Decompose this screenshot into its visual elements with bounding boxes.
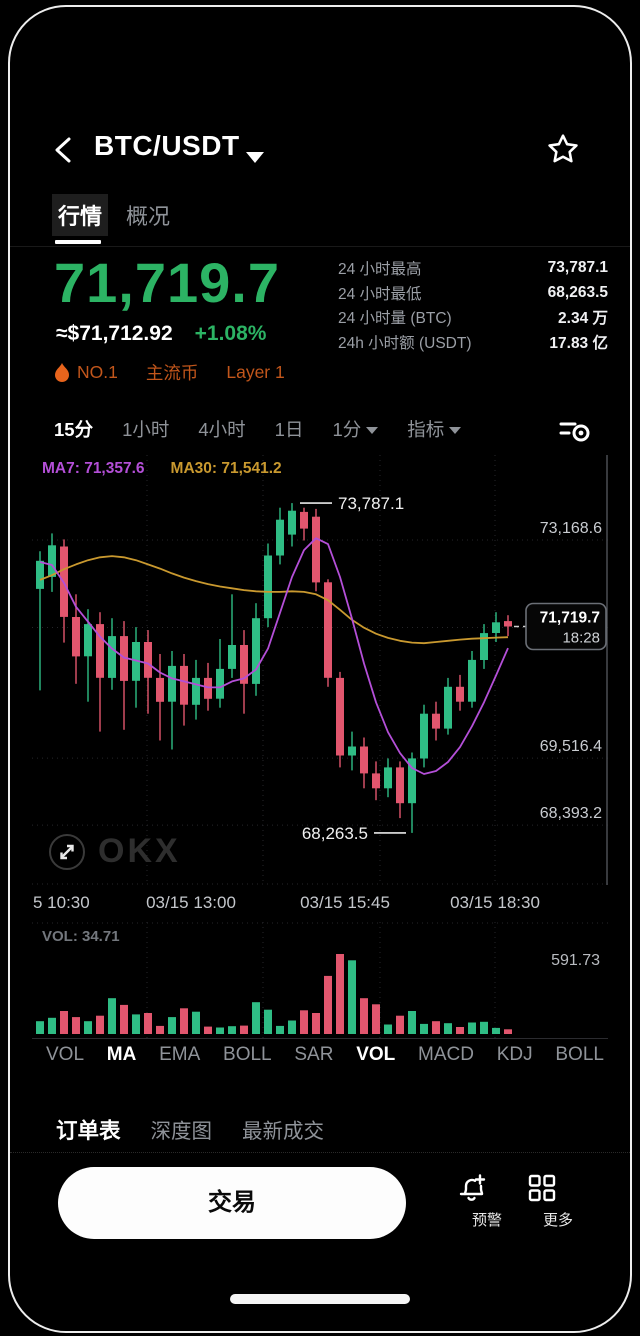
time-axis-label: 5 10:30 <box>33 893 90 912</box>
fiat-price: ≈$71,712.92 <box>56 322 173 345</box>
badge-label: NO.1 <box>77 362 118 382</box>
tab-quotes[interactable]: 行情 <box>52 194 109 236</box>
svg-text:18:28: 18:28 <box>562 630 600 647</box>
volume-axis-label: 591.73 <box>551 952 600 969</box>
badges-row: NO.1 主流币 Layer 1 <box>54 360 285 385</box>
svg-text:71,719.7: 71,719.7 <box>540 610 600 627</box>
indicator-tab-macd[interactable]: MACD <box>418 1044 474 1065</box>
badge-label: 主流币 <box>145 363 199 383</box>
indicator-tab-ma[interactable]: MA <box>106 1044 137 1065</box>
stat-value: 17.83 亿 <box>549 334 608 352</box>
timeframe-bar: 15分 1小时 4小时 1日 1分 指标 <box>54 416 462 442</box>
time-axis-label: 03/15 13:00 <box>146 893 236 912</box>
timeframe-4小时[interactable]: 4小时 <box>198 419 246 440</box>
svg-text:73,168.6: 73,168.6 <box>540 520 602 537</box>
back-button[interactable] <box>50 136 76 164</box>
indicator-tab-ema[interactable]: EMA <box>159 1044 201 1065</box>
timeframe-1日[interactable]: 1日 <box>274 419 304 440</box>
stat-label: 24 小时量 (BTC) <box>338 310 452 328</box>
favorite-star-icon[interactable] <box>546 132 580 166</box>
badge-label: Layer 1 <box>226 362 285 382</box>
stat-label: 24h 小时额 (USDT) <box>338 334 472 352</box>
time-axis: 5 10:30 03/15 13:00 03/15 15:45 03/15 18:30 <box>32 893 608 915</box>
pair-title[interactable]: BTC/USDT <box>94 130 240 161</box>
indicator-tab-boll[interactable]: BOLL <box>555 1044 604 1065</box>
alert-action[interactable]: 预警 <box>455 1172 519 1230</box>
ma30-legend: MA30: 71,541.2 <box>170 460 282 477</box>
ma-legend: MA7: 71,357.6 MA30: 71,541.2 <box>42 460 282 478</box>
stat-value: 68,263.5 <box>547 283 608 301</box>
okx-watermark: OKX <box>48 832 181 871</box>
bottom-tab[interactable]: 订单表 <box>56 1119 121 1143</box>
okx-logo-text: OKX <box>98 832 181 870</box>
flame-icon <box>54 362 70 383</box>
fiat-price-row: ≈$71,712.92 +1.08% <box>56 322 266 346</box>
bottom-tab-bar: 订单表 深度图 最新成交 <box>56 1114 324 1145</box>
time-axis-label: 03/15 15:45 <box>300 893 390 912</box>
stat-label: 24 小时最低 <box>338 285 422 303</box>
bottom-tab[interactable]: 最新成交 <box>242 1120 325 1143</box>
grid-more-icon <box>526 1172 590 1204</box>
active-tab-underline <box>55 240 101 244</box>
token-badge[interactable]: NO.1 <box>54 362 118 383</box>
token-badge[interactable]: 主流币 <box>146 360 199 385</box>
tab-overview[interactable]: 概况 <box>126 204 171 229</box>
stat-value: 2.34 万 <box>558 310 608 328</box>
stat-row: 24 小时最低 68,263.5 <box>338 281 608 306</box>
time-axis-label: 03/15 18:30 <box>450 893 540 912</box>
token-badge[interactable]: Layer 1 <box>226 362 284 383</box>
svg-text:68,393.2: 68,393.2 <box>540 805 602 822</box>
candlestick-chart[interactable]: 73,168.671,702.869,516.468,393.273,787.1… <box>32 455 608 885</box>
indicator-tab-kdj[interactable]: KDJ <box>496 1044 533 1065</box>
divider <box>10 1152 630 1153</box>
alert-label: 预警 <box>471 1212 502 1229</box>
caret-down-icon <box>366 427 379 434</box>
stats-block: 24 小时最高 73,787.1 24 小时最低 68,263.5 24 小时量 (BT… <box>338 256 608 354</box>
timeframe-1小时[interactable]: 1小时 <box>122 419 170 440</box>
stat-row: 24h 小时额 (USDT) 17.83 亿 <box>338 330 608 355</box>
expand-icon[interactable] <box>48 833 86 871</box>
timeframe-15分[interactable]: 15分 <box>54 419 94 440</box>
svg-text:69,516.4: 69,516.4 <box>540 738 602 755</box>
more-label: 更多 <box>542 1212 573 1229</box>
volume-current-label: VOL: 34.71 <box>42 928 120 945</box>
stat-row: 24 小时最高 73,787.1 <box>338 256 608 281</box>
indicator-tab-vol[interactable]: VOL <box>46 1044 85 1065</box>
more-action[interactable]: 更多 <box>526 1172 590 1230</box>
indicator-tab-boll[interactable]: BOLL <box>223 1044 272 1065</box>
svg-text:68,263.5: 68,263.5 <box>302 824 368 843</box>
bell-plus-icon <box>455 1172 519 1204</box>
chart-settings-icon[interactable] <box>558 416 592 444</box>
caret-down-icon <box>449 427 462 434</box>
stat-row: 24 小时量 (BTC) 2.34 万 <box>338 305 608 330</box>
bottom-tab[interactable]: 深度图 <box>150 1120 213 1143</box>
indicator-tab-vol[interactable]: VOL <box>356 1044 396 1065</box>
price-change: +1.08% <box>194 322 267 345</box>
stat-value: 73,787.1 <box>547 259 608 277</box>
indicator-tab-sar[interactable]: SAR <box>294 1044 334 1065</box>
volume-chart[interactable] <box>32 922 608 1039</box>
trade-button[interactable]: 交易 <box>58 1167 406 1239</box>
home-indicator[interactable] <box>230 1294 410 1304</box>
pair-dropdown-caret-icon[interactable] <box>246 152 264 163</box>
last-price: 71,719.7 <box>54 251 280 314</box>
indicator-tab-bar: VOL MA EMA BOLL SAR VOL MACD KDJ BOLL <box>46 1044 604 1066</box>
ma7-legend: MA7: 71,357.6 <box>42 460 145 477</box>
svg-text:73,787.1: 73,787.1 <box>338 494 404 513</box>
timeframe-1分[interactable]: 1分 <box>332 416 379 442</box>
divider <box>10 246 630 247</box>
timeframe-指标[interactable]: 指标 <box>407 416 462 442</box>
stat-label: 24 小时最高 <box>338 261 422 279</box>
